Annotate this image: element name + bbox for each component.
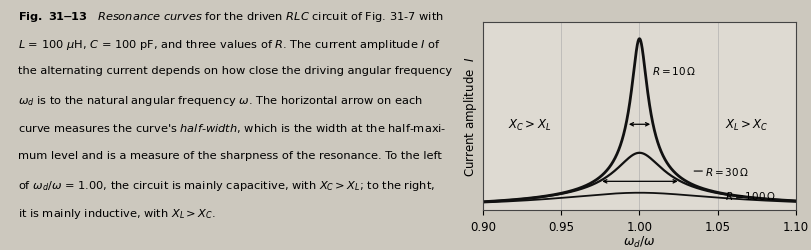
Text: of $\omega_d/\omega$ = 1.00, the circuit is mainly capacitive, with $X_C > X_L$;: of $\omega_d/\omega$ = 1.00, the circuit… [18, 178, 435, 192]
Text: $R= 10\,\Omega$: $R= 10\,\Omega$ [651, 64, 695, 76]
Y-axis label: Current amplitude  $I$: Current amplitude $I$ [461, 56, 478, 176]
Text: $X_L > X_C$: $X_L > X_C$ [724, 117, 768, 132]
Text: $R= 100\,\Omega$: $R= 100\,\Omega$ [724, 190, 775, 202]
Text: the alternating current depends on how close the driving angular frequency: the alternating current depends on how c… [18, 66, 452, 76]
Text: $X_C > X_L$: $X_C > X_L$ [508, 117, 551, 132]
Text: mum level and is a measure of the sharpness of the resonance. To the left: mum level and is a measure of the sharpn… [18, 150, 441, 160]
Text: $R= 30\,\Omega$: $R= 30\,\Omega$ [693, 166, 749, 177]
Text: it is mainly inductive, with $X_L > X_C$.: it is mainly inductive, with $X_L > X_C$… [18, 206, 216, 220]
Text: $\mathbf{Fig.\ 31\!\!-\!\!13}$   $\it{Resonance\ curves}$ for the driven $\mathi: $\mathbf{Fig.\ 31\!\!-\!\!13}$ $\it{Reso… [18, 10, 444, 24]
X-axis label: $\omega_d/\omega$: $\omega_d/\omega$ [622, 234, 655, 249]
Text: $\omega_d$ is to the natural angular frequency $\omega$. The horizontal arrow on: $\omega_d$ is to the natural angular fre… [18, 94, 423, 108]
Text: $L$ = 100 $\mu$H, $C$ = 100 pF, and three values of $R$. The current amplitude $: $L$ = 100 $\mu$H, $C$ = 100 pF, and thre… [18, 38, 440, 52]
Text: curve measures the curve's $\it{half\text{-}width}$, which is the width at the h: curve measures the curve's $\it{half\tex… [18, 122, 446, 135]
